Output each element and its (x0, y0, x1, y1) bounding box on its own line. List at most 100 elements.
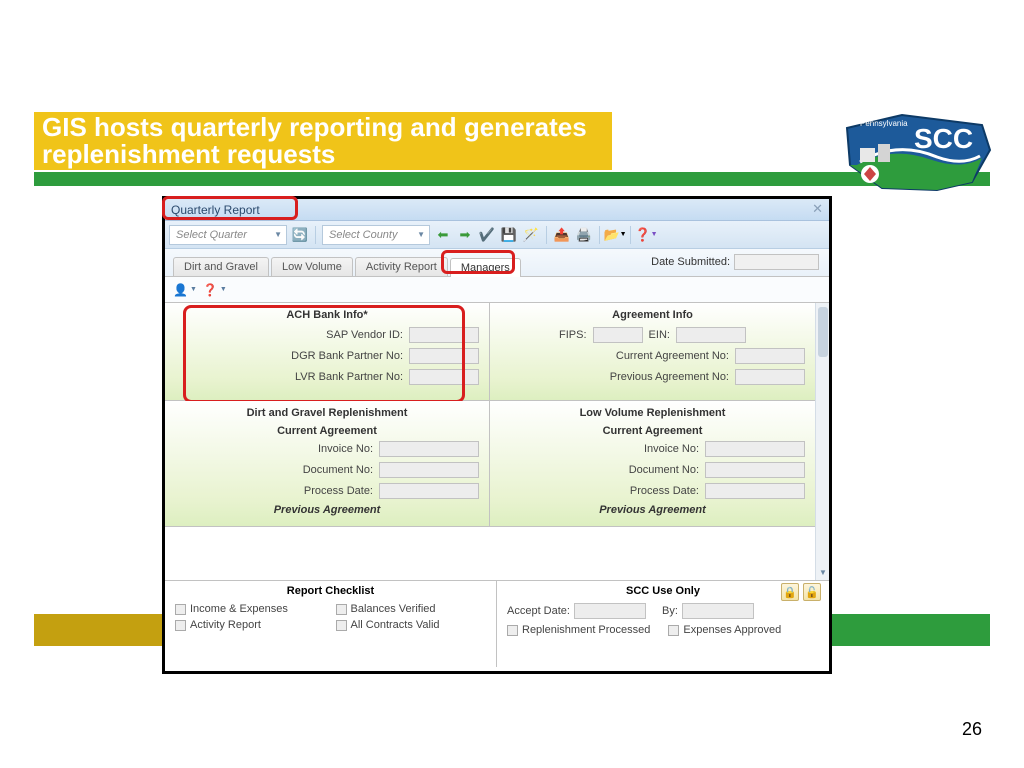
scc-use-only-panel: SCC Use Only 🔒 🔓 Accept Date: By: Replen… (497, 581, 829, 667)
scc-logo: SCC Pennsylvania (842, 110, 992, 195)
dialog-title: Quarterly Report (171, 203, 260, 217)
lock-icon[interactable]: 🔒 (781, 583, 799, 601)
date-submitted-label: Date Submitted: (651, 256, 730, 268)
lvr-process-label: Process Date: (630, 485, 699, 497)
lvr-replenishment-panel: Low Volume Replenishment Current Agreeme… (490, 401, 815, 527)
dgr-partner-input[interactable] (409, 348, 479, 364)
dgr-prev-agreement: Previous Agreement (175, 504, 479, 516)
previous-agreement-input[interactable] (735, 369, 805, 385)
dgr-rep-title: Dirt and Gravel Replenishment (175, 407, 479, 419)
sap-vendor-label: SAP Vendor ID: (326, 329, 403, 341)
lvr-rep-title: Low Volume Replenishment (500, 407, 805, 419)
scrollbar-track[interactable]: ▼ (815, 303, 829, 580)
bottom-section: Report Checklist Income & Expenses Balan… (165, 581, 829, 667)
date-submitted-group: Date Submitted: (651, 254, 819, 270)
print-icon[interactable]: 🖨️ (575, 226, 593, 244)
scrollbar-thumb[interactable] (818, 307, 828, 357)
save-icon[interactable]: 💾 (500, 226, 518, 244)
checklist-item[interactable]: Income & Expenses (175, 603, 326, 615)
slide-title: GIS hosts quarterly reporting and genera… (42, 114, 612, 169)
lvr-invoice-label: Invoice No: (644, 443, 699, 455)
checkbox-icon (175, 604, 186, 615)
dgr-partner-label: DGR Bank Partner No: (291, 350, 403, 362)
panel-scroll-area: ACH Bank Info* SAP Vendor ID: DGR Bank P… (165, 303, 829, 581)
accept-date-label: Accept Date: (507, 605, 570, 617)
svg-text:SCC: SCC (914, 123, 973, 154)
tab-row: Dirt and Gravel Low Volume Activity Repo… (165, 249, 829, 277)
quarter-select[interactable]: Select Quarter (169, 225, 287, 245)
wizard-icon[interactable]: 🪄 (522, 226, 540, 244)
lvr-partner-label: LVR Bank Partner No: (295, 371, 403, 383)
prev-arrow-icon[interactable]: ⬅ (434, 226, 452, 244)
toolbar-separator (599, 226, 600, 244)
dgr-document-input[interactable] (379, 462, 479, 478)
lvr-document-label: Document No: (629, 464, 699, 476)
checklist-item[interactable]: All Contracts Valid (336, 619, 487, 631)
dgr-invoice-input[interactable] (379, 441, 479, 457)
help-menu-icon[interactable]: ❓ (203, 283, 227, 297)
scroll-down-icon[interactable]: ▼ (818, 566, 828, 578)
checklist-item[interactable]: Balances Verified (336, 603, 487, 615)
tab-dirt-gravel[interactable]: Dirt and Gravel (173, 257, 269, 276)
tab-low-volume[interactable]: Low Volume (271, 257, 353, 276)
sub-toolbar: 👤 ❓ (165, 277, 829, 303)
accept-date-input[interactable] (574, 603, 646, 619)
toolbar-separator (315, 226, 316, 244)
dgr-replenishment-panel: Dirt and Gravel Replenishment Current Ag… (165, 401, 490, 527)
agreement-info-panel: Agreement Info FIPS: EIN: Current Agreem… (490, 303, 815, 401)
checkbox-icon (507, 625, 518, 636)
lvr-rep-subtitle: Current Agreement (500, 425, 805, 437)
toolbar-separator (546, 226, 547, 244)
checkbox-icon (336, 604, 347, 615)
next-arrow-icon[interactable]: ➡ (456, 226, 474, 244)
tab-activity-report[interactable]: Activity Report (355, 257, 448, 276)
ein-label: EIN: (649, 329, 670, 341)
fips-label: FIPS: (559, 329, 587, 341)
county-select[interactable]: Select County (322, 225, 430, 245)
checklist-title: Report Checklist (175, 585, 486, 597)
dialog-titlebar: Quarterly Report ✕ (165, 199, 829, 221)
toolbar-separator (630, 226, 631, 244)
checkbox-icon (668, 625, 679, 636)
dgr-invoice-label: Invoice No: (318, 443, 373, 455)
lvr-partner-input[interactable] (409, 369, 479, 385)
svg-text:Pennsylvania: Pennsylvania (860, 119, 908, 128)
user-menu-icon[interactable]: 👤 (173, 283, 197, 297)
close-icon[interactable]: ✕ (812, 201, 823, 217)
scc-title: SCC Use Only (507, 585, 819, 597)
lvr-process-input[interactable] (705, 483, 805, 499)
open-icon[interactable]: 📂▼ (606, 226, 624, 244)
lock-buttons: 🔒 🔓 (781, 583, 821, 601)
export-icon[interactable]: 📤 (553, 226, 571, 244)
refresh-icon[interactable]: 🔄 (291, 226, 309, 244)
lvr-invoice-input[interactable] (705, 441, 805, 457)
page-number: 26 (962, 719, 982, 740)
current-agreement-label: Current Agreement No: (616, 350, 729, 362)
ein-input[interactable] (676, 327, 746, 343)
agreement-title: Agreement Info (500, 309, 805, 321)
ach-title: ACH Bank Info* (175, 309, 479, 321)
checkbox-icon (175, 620, 186, 631)
lvr-document-input[interactable] (705, 462, 805, 478)
fips-input[interactable] (593, 327, 643, 343)
ach-bank-panel: ACH Bank Info* SAP Vendor ID: DGR Bank P… (165, 303, 490, 401)
dgr-process-input[interactable] (379, 483, 479, 499)
main-toolbar: Select Quarter 🔄 Select County ⬅ ➡ ✔️ 💾 … (165, 221, 829, 249)
rep-processed-check[interactable]: Replenishment Processed (507, 624, 650, 636)
check-icon[interactable]: ✔️ (478, 226, 496, 244)
unlock-icon[interactable]: 🔓 (803, 583, 821, 601)
lvr-prev-agreement: Previous Agreement (500, 504, 805, 516)
by-input[interactable] (682, 603, 754, 619)
tab-managers[interactable]: Managers (450, 258, 521, 277)
by-label: By: (662, 605, 678, 617)
exp-approved-check[interactable]: Expenses Approved (668, 624, 781, 636)
help-icon[interactable]: ❓▼ (637, 226, 655, 244)
date-submitted-input[interactable] (734, 254, 819, 270)
slide-title-bar: GIS hosts quarterly reporting and genera… (34, 112, 612, 170)
report-checklist-panel: Report Checklist Income & Expenses Balan… (165, 581, 497, 667)
current-agreement-input[interactable] (735, 348, 805, 364)
sap-vendor-input[interactable] (409, 327, 479, 343)
dgr-process-label: Process Date: (304, 485, 373, 497)
checklist-item[interactable]: Activity Report (175, 619, 326, 631)
dgr-rep-subtitle: Current Agreement (175, 425, 479, 437)
